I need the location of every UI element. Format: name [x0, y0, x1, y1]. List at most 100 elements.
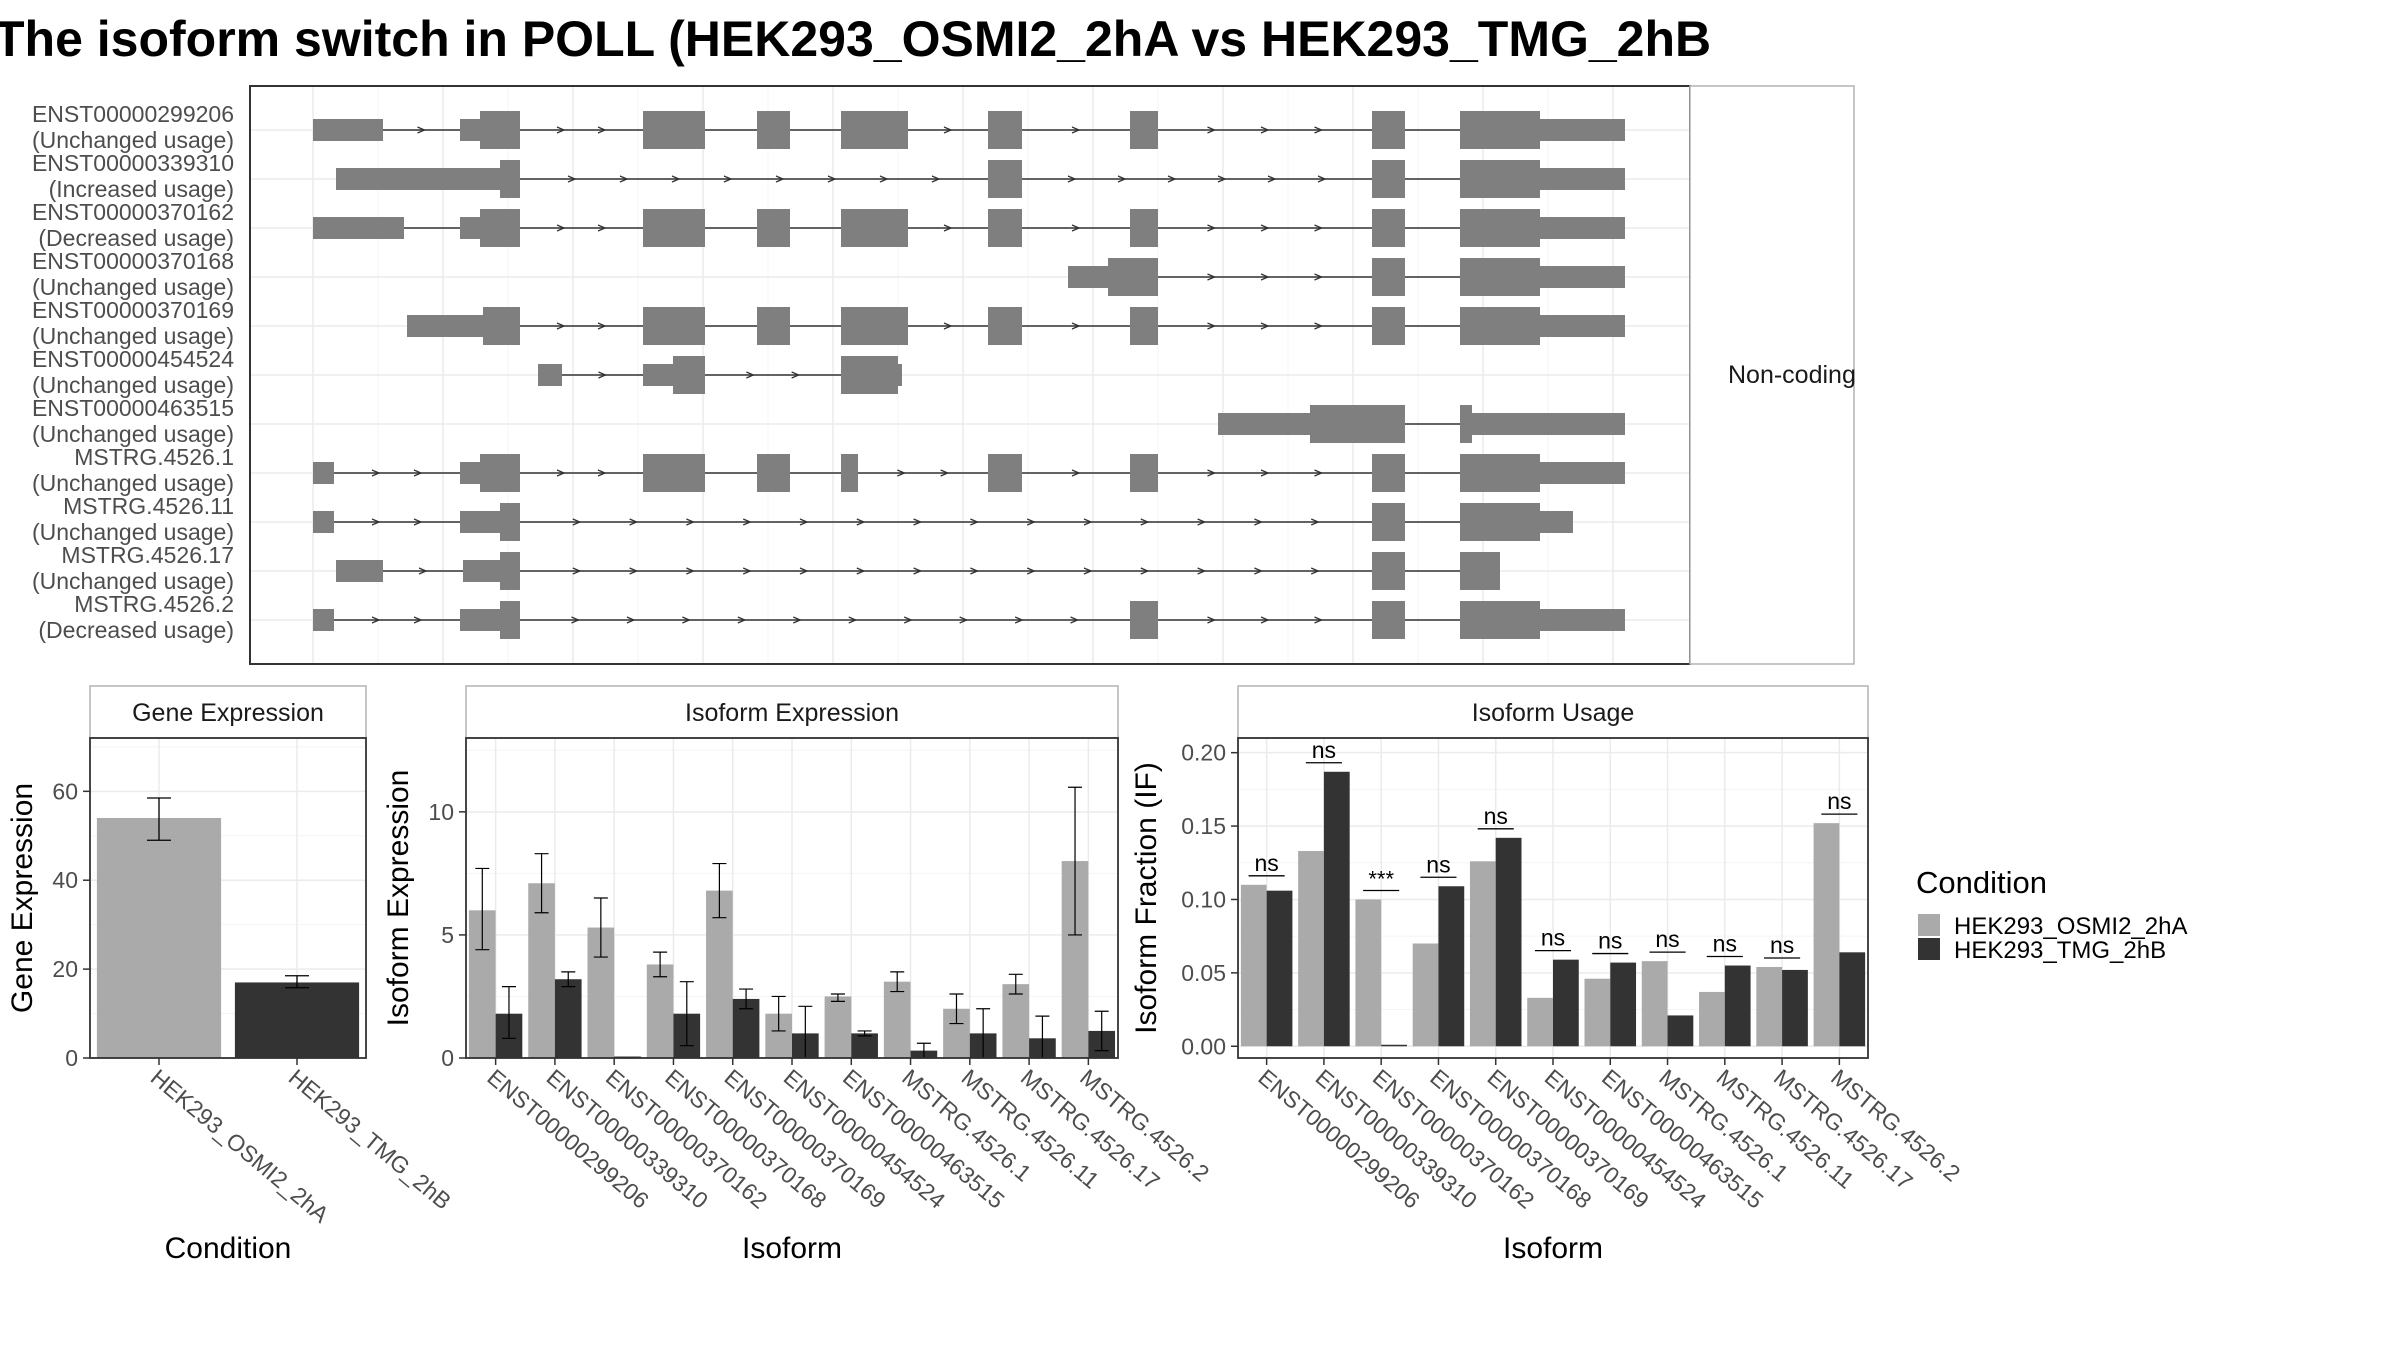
intron-arrow — [1207, 273, 1217, 281]
intron-arrow — [619, 175, 629, 183]
bar-a-ENST00000370168 — [1412, 943, 1439, 1047]
transcript-usage-label: (Decreased usage) — [38, 225, 234, 251]
intron-arrow — [1067, 175, 1077, 183]
exon-coding — [1310, 405, 1405, 443]
intron-arrow — [1083, 518, 1093, 526]
error-bar — [949, 993, 964, 1025]
exon-utr — [1540, 315, 1625, 337]
intron-arrow — [943, 224, 953, 232]
exon-coding — [1460, 307, 1540, 345]
bar-a-ENST00000463515 — [824, 996, 852, 1058]
exon-coding — [1108, 258, 1158, 296]
intron-arrow — [556, 126, 566, 134]
intron-arrow — [556, 224, 566, 232]
exon-coding — [841, 454, 858, 492]
exon-coding — [1372, 111, 1405, 149]
y-tick-label: 0 — [65, 1045, 78, 1071]
transcript-row-ENST00000463515 — [1218, 405, 1625, 443]
bar-a-MSTRG.4526.17 — [1756, 966, 1783, 1047]
transcript-id-label: ENST00000370168 — [32, 248, 234, 274]
exon-coding — [757, 307, 790, 345]
intron-arrow — [1314, 273, 1324, 281]
intron-arrow — [418, 567, 428, 575]
transcript-id-label: ENST00000299206 — [32, 101, 234, 127]
intron-arrow — [567, 175, 577, 183]
x-axis-title: Isoform — [1503, 1232, 1603, 1265]
error-bar — [1094, 1010, 1109, 1052]
exon-coding — [988, 454, 1022, 492]
y-tick-label: 0.00 — [1181, 1033, 1226, 1059]
significance-label: ns — [1713, 931, 1737, 957]
y-tick-label: 0.15 — [1181, 813, 1226, 839]
transcript-usage-label: (Decreased usage) — [38, 617, 234, 643]
x-axis-title: Isoform — [742, 1232, 842, 1265]
exon-utr — [1540, 609, 1625, 631]
exon-coding — [988, 111, 1022, 149]
intron-arrow — [682, 616, 692, 624]
intron-arrow — [686, 518, 696, 526]
error-bar — [561, 971, 576, 988]
bar-a-MSTRG.4526.2 — [1813, 823, 1840, 1047]
bar-a-MSTRG.4526.1 — [1641, 961, 1668, 1047]
error-bar — [475, 867, 490, 951]
panel-strip-label: Isoform Expression — [685, 699, 899, 727]
intron-arrow — [1071, 469, 1081, 477]
exon-coding — [500, 552, 520, 590]
transcript-row-MSTRG.4526.2 — [313, 601, 1625, 639]
intron-arrow — [1260, 273, 1270, 281]
error-bar — [285, 975, 309, 989]
bar-a-ENST00000299206 — [1240, 884, 1267, 1047]
bar-b-ENST00000370169 — [1495, 837, 1522, 1047]
exon-coding — [480, 111, 520, 149]
intron-arrow — [1260, 224, 1270, 232]
significance-label: ns — [1312, 737, 1336, 763]
intron-arrow — [791, 371, 801, 379]
error-bar — [830, 993, 845, 1002]
exon-coding — [1372, 552, 1405, 590]
intron-arrow — [1070, 616, 1080, 624]
bar-a-MSTRG.4526.17 — [1002, 984, 1030, 1058]
error-bar — [712, 862, 727, 919]
intron-arrow — [626, 616, 636, 624]
intron-arrow — [1207, 469, 1217, 477]
intron-arrow — [671, 175, 681, 183]
exon-coding — [500, 160, 520, 198]
exon-coding — [1460, 601, 1540, 639]
exon-utr — [538, 364, 562, 386]
transcript-id-label: ENST00000370169 — [32, 297, 234, 323]
significance-label: ns — [1484, 803, 1508, 829]
exon-coding — [1460, 503, 1540, 541]
intron-arrow — [1117, 175, 1127, 183]
bar-a-ENST00000454524 — [1527, 997, 1553, 1047]
intron-arrow — [940, 469, 950, 477]
exon-coding — [1460, 209, 1540, 247]
exon-coding — [1372, 258, 1405, 296]
exon-utr — [407, 315, 483, 337]
panel-border — [465, 737, 1119, 1059]
intron-arrow — [737, 616, 747, 624]
intron-arrow — [572, 567, 582, 575]
intron-arrow — [970, 518, 980, 526]
y-axis-title: Gene Expression — [6, 783, 39, 1013]
exon-utr — [898, 364, 902, 386]
intron-arrow — [1140, 518, 1150, 526]
intron-arrow — [556, 322, 566, 330]
exon-coding — [643, 307, 705, 345]
exon-coding — [1130, 209, 1158, 247]
y-tick-label: 0.10 — [1181, 886, 1226, 912]
structure-marks — [313, 111, 1625, 639]
condition-legend: Condition HEK293_OSMI2_2hA HEK293_TMG_2h… — [1916, 865, 2187, 964]
intron-arrow — [597, 322, 607, 330]
exon-coding — [1460, 111, 1540, 149]
y-tick-label: 0.05 — [1181, 960, 1226, 986]
error-bar — [653, 951, 668, 978]
transcript-row-ENST00000454524 — [538, 356, 902, 394]
intron-arrow — [1260, 469, 1270, 477]
intron-arrow — [913, 518, 923, 526]
bar-a-ENST00000370168 — [646, 964, 674, 1058]
exon-coding — [1460, 454, 1540, 492]
intron-arrow — [827, 175, 837, 183]
exon-coding — [1460, 552, 1500, 590]
bar-b-ENST00000463515 — [1610, 962, 1637, 1047]
intron-arrow — [793, 616, 802, 624]
